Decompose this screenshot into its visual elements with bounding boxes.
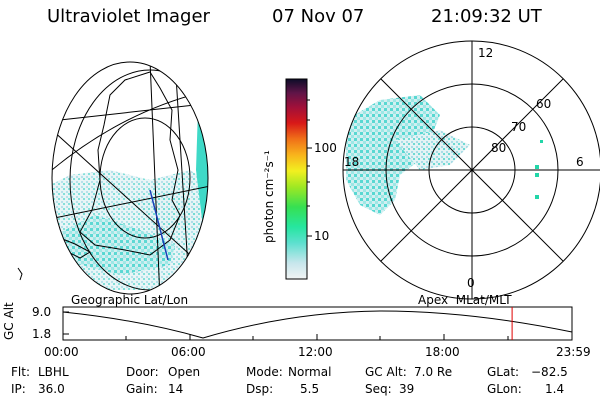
seq-label: Seq:	[365, 382, 392, 396]
dsp-value: 5.5	[300, 382, 320, 396]
alt-xtick-0600: 06:00	[171, 345, 206, 359]
door-value: Open	[168, 365, 201, 379]
color-scale-bar	[285, 78, 312, 280]
colorbar-unit-label: photon cm⁻²s⁻¹	[262, 150, 276, 243]
instrument-title: Ultraviolet Imager	[47, 6, 210, 27]
ip-label: IP:	[11, 382, 26, 396]
glat-label: GLat:	[487, 365, 520, 379]
gain-value: 14	[168, 382, 184, 396]
geographic-map	[17, 61, 209, 295]
alt-ylabel: GC Alt	[2, 302, 16, 340]
mlt-label-0: 0	[467, 276, 475, 290]
glon-label: GLon:	[487, 382, 522, 396]
glon-value: 1.4	[545, 382, 565, 396]
gain-label: Gain:	[126, 382, 158, 396]
gcalt-value: 7.0 Re	[414, 365, 453, 379]
alt-ytick-1-8: 1.8	[32, 327, 52, 341]
ip-value: 36.0	[38, 382, 65, 396]
mlt-label-6: 6	[576, 155, 584, 169]
seq-value: 39	[399, 382, 415, 396]
alt-xtick-1200: 12:00	[298, 345, 333, 359]
mlat-label-70: 70	[511, 120, 527, 134]
mlat-label-80: 80	[491, 141, 507, 155]
mode-label: Mode:	[246, 365, 283, 379]
apex-caption: Apex MLat/MLT	[418, 293, 512, 307]
time-label: 21:09:32 UT	[431, 6, 542, 27]
date-label: 07 Nov 07	[272, 6, 365, 27]
gcalt-label: GC Alt:	[365, 365, 407, 379]
alt-xtick-2359: 23:59	[556, 345, 591, 359]
mode-value: Normal	[288, 365, 332, 379]
flt-value: LBHL	[38, 365, 69, 379]
mlt-label-12: 12	[478, 46, 494, 60]
colorbar-tick-10: 10	[314, 229, 330, 243]
mlt-label-18: 18	[344, 155, 360, 169]
flt-label: Flt:	[11, 365, 30, 379]
polar-map	[342, 40, 600, 300]
door-label: Door:	[126, 365, 159, 379]
alt-xtick-1800: 18:00	[425, 345, 460, 359]
glat-value: −82.5	[531, 365, 568, 379]
colorbar-tick-100: 100	[314, 141, 337, 155]
altitude-plot	[62, 306, 573, 341]
mlat-label-60: 60	[536, 97, 552, 111]
dsp-label: Dsp:	[246, 382, 274, 396]
alt-ytick-9: 9.0	[32, 305, 52, 319]
geographic-caption: Geographic Lat/Lon	[71, 293, 189, 307]
alt-xtick-0000: 00:00	[44, 345, 79, 359]
